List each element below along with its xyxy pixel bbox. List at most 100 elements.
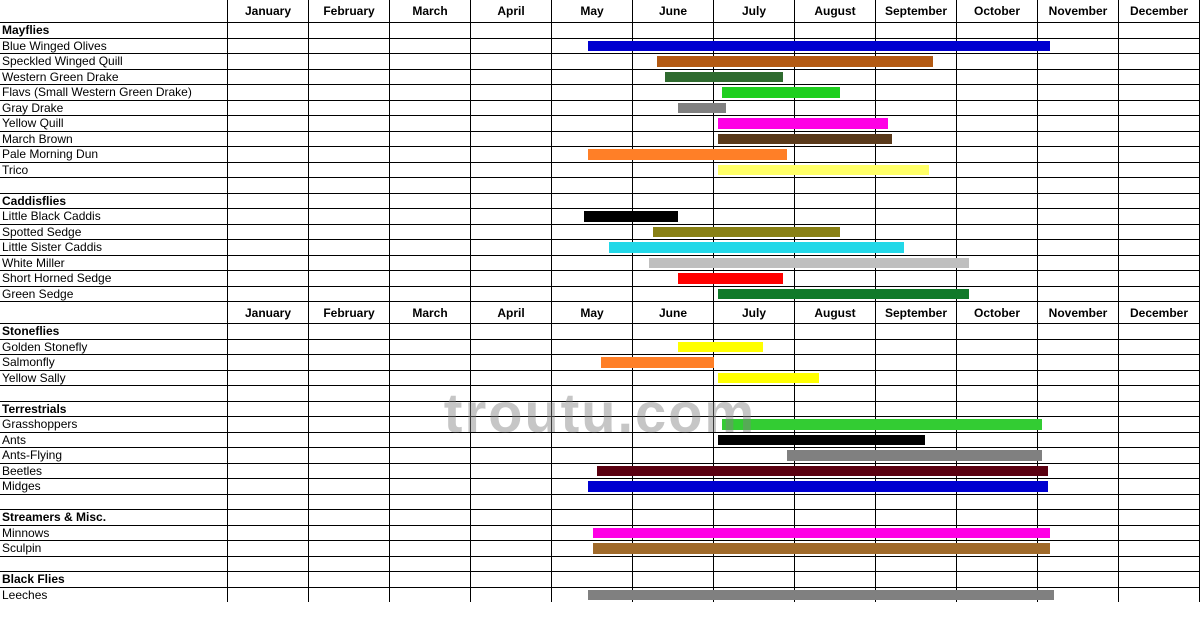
month-grid-cell <box>957 132 1038 147</box>
month-grid-cell <box>876 194 957 209</box>
month-grid-cell <box>390 572 471 587</box>
month-grid-cell <box>1119 23 1200 38</box>
month-grid-cell <box>552 225 633 240</box>
month-grid-cell <box>228 417 309 432</box>
row-label-cell: Yellow Quill <box>0 115 228 131</box>
month-grid-cell <box>957 572 1038 587</box>
month-grid-cell <box>390 225 471 240</box>
row-grid-cell <box>228 53 1200 69</box>
month-grid-cell <box>633 178 714 193</box>
item-row: Golden Stonefly <box>0 339 1200 355</box>
row-label: Stoneflies <box>2 324 59 338</box>
month-grid-cell <box>957 557 1038 572</box>
month-grid-cell <box>228 101 309 116</box>
month-grid-cell <box>795 194 876 209</box>
timeline-bar <box>657 56 932 67</box>
month-header-cell: November <box>1038 302 1119 323</box>
month-grid-cell <box>795 101 876 116</box>
month-grid-cell <box>1119 132 1200 147</box>
row-label: Gray Drake <box>2 101 63 115</box>
row-label-cell: White Miller <box>0 255 228 271</box>
month-grid-cell <box>1119 225 1200 240</box>
row-grid-cell <box>228 385 1200 401</box>
month-grid-cell <box>1119 39 1200 54</box>
month-header-cell: June <box>633 302 714 323</box>
month-grid-cell <box>1119 557 1200 572</box>
month-grid-cell <box>633 163 714 178</box>
month-grid-cell <box>1038 479 1119 494</box>
month-grid-cell <box>309 557 390 572</box>
month-grid-cell <box>390 588 471 603</box>
month-grid-cell <box>552 340 633 355</box>
month-grid-cell <box>552 402 633 417</box>
month-grid-cell <box>552 132 633 147</box>
month-gridlines <box>228 572 1200 587</box>
month-grid-cell <box>309 479 390 494</box>
row-grid-cell <box>228 463 1200 479</box>
month-grid-cell <box>876 495 957 510</box>
month-grid-cell <box>390 178 471 193</box>
month-grid-cell <box>309 495 390 510</box>
month-grid-cell <box>1038 132 1119 147</box>
month-header-cell: July <box>714 302 795 323</box>
month-grid-cell <box>228 209 309 224</box>
month-grid-cell <box>552 448 633 463</box>
month-grid-cell <box>714 355 795 370</box>
month-grid-cell <box>552 417 633 432</box>
month-grid-cell <box>633 495 714 510</box>
row-label: Yellow Quill <box>2 116 64 130</box>
month-grid-cell <box>471 402 552 417</box>
month-header-cell: September <box>876 302 957 323</box>
month-gridlines <box>228 324 1200 339</box>
month-grid-cell <box>876 572 957 587</box>
timeline-bar <box>787 450 1042 461</box>
month-header-cell: June <box>633 0 714 22</box>
month-grid-cell <box>471 101 552 116</box>
month-grid-cell <box>957 163 1038 178</box>
row-label-cell: Flavs (Small Western Green Drake) <box>0 84 228 100</box>
timeline-bar <box>718 289 969 300</box>
month-grid-cell <box>1038 371 1119 386</box>
month-grid-cell <box>633 448 714 463</box>
month-grid-cell <box>309 371 390 386</box>
month-grid-cell <box>471 23 552 38</box>
month-grid-cell <box>309 163 390 178</box>
month-grid-cell <box>633 510 714 525</box>
timeline-bar <box>718 165 929 176</box>
row-label-cell: Streamers & Misc. <box>0 509 228 525</box>
month-header-cell: April <box>471 302 552 323</box>
row-label-cell: Grasshoppers <box>0 416 228 432</box>
month-grid-cell <box>228 39 309 54</box>
month-grid-cell <box>1038 163 1119 178</box>
month-grid-cell <box>552 116 633 131</box>
month-gridlines <box>228 557 1200 572</box>
month-grid-cell <box>309 464 390 479</box>
month-grid-cell <box>228 132 309 147</box>
row-label: Leeches <box>2 588 47 602</box>
timeline-bar <box>588 41 1050 52</box>
month-grid-cell <box>552 256 633 271</box>
row-label-cell: March Brown <box>0 131 228 147</box>
month-grid-cell <box>228 116 309 131</box>
month-grid-cell <box>1038 39 1119 54</box>
item-row: Ants <box>0 432 1200 448</box>
month-grid-cell <box>471 510 552 525</box>
month-grid-cell <box>1038 23 1119 38</box>
month-grid-cell <box>876 340 957 355</box>
month-grid-cell <box>552 271 633 286</box>
timeline-bar <box>678 273 783 284</box>
month-grid-cell <box>471 417 552 432</box>
row-label-cell <box>0 177 228 193</box>
month-grid-cell <box>1119 588 1200 603</box>
month-grid-cell <box>1119 479 1200 494</box>
month-grid-cell <box>228 85 309 100</box>
month-grid-cell <box>552 510 633 525</box>
month-grid-cell <box>228 287 309 302</box>
month-grid-cell <box>714 386 795 401</box>
month-grid-cell <box>957 147 1038 162</box>
month-grid-cell <box>1038 240 1119 255</box>
item-row: Spotted Sedge <box>0 224 1200 240</box>
month-grid-cell <box>471 386 552 401</box>
month-grid-cell <box>390 541 471 556</box>
month-grid-cell <box>1119 194 1200 209</box>
